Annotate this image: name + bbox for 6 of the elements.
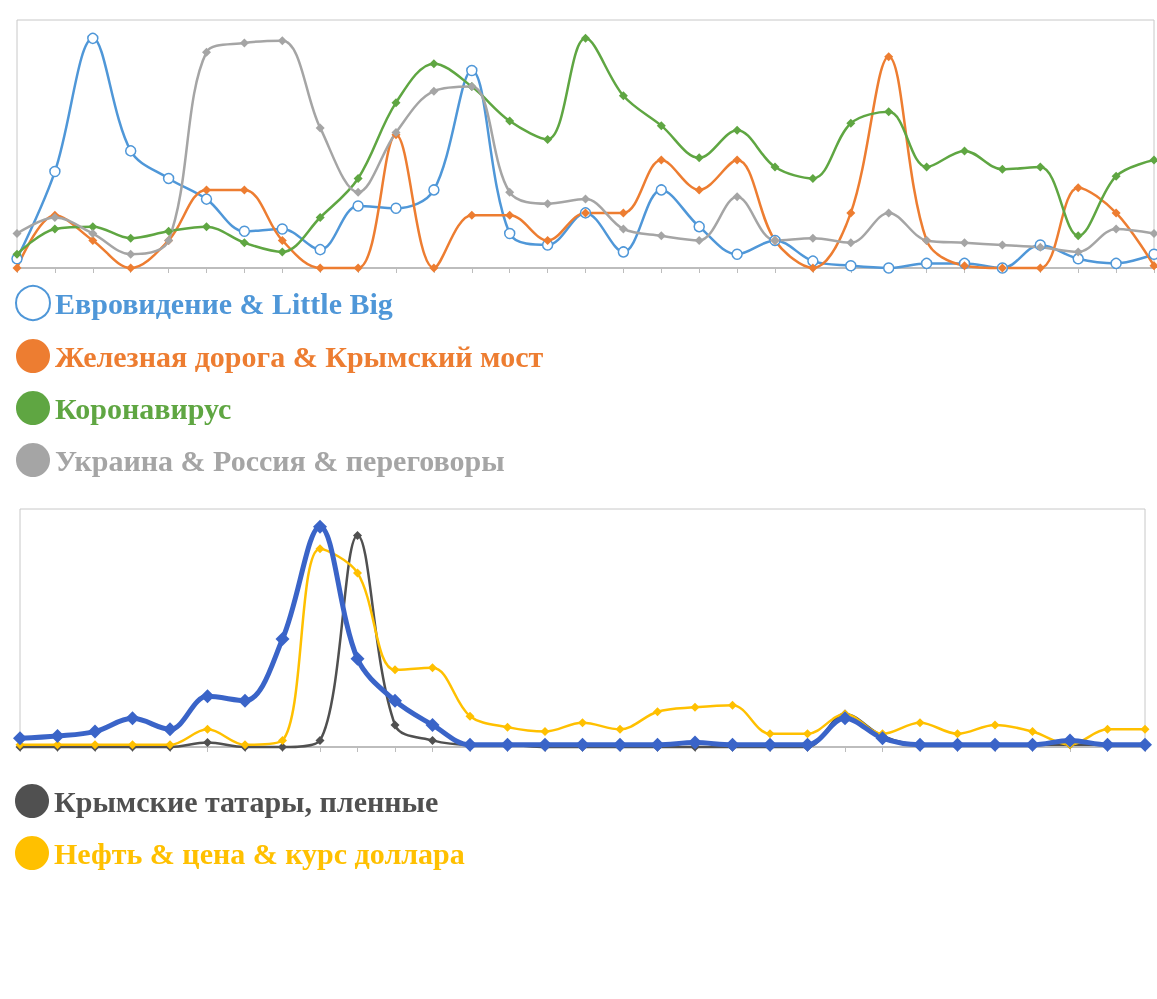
- legend-label: Железная дорога & Крымский мост: [55, 339, 544, 373]
- legend-label: Евровидение & Little Big: [55, 286, 393, 320]
- legend-label: Коронавирус: [55, 391, 232, 425]
- legend-label: Нефть & цена & курс доллара: [54, 836, 465, 870]
- legend-label: Украина & Россия & переговоры: [55, 443, 505, 477]
- legend-label: Крымские татары, пленные: [54, 784, 439, 818]
